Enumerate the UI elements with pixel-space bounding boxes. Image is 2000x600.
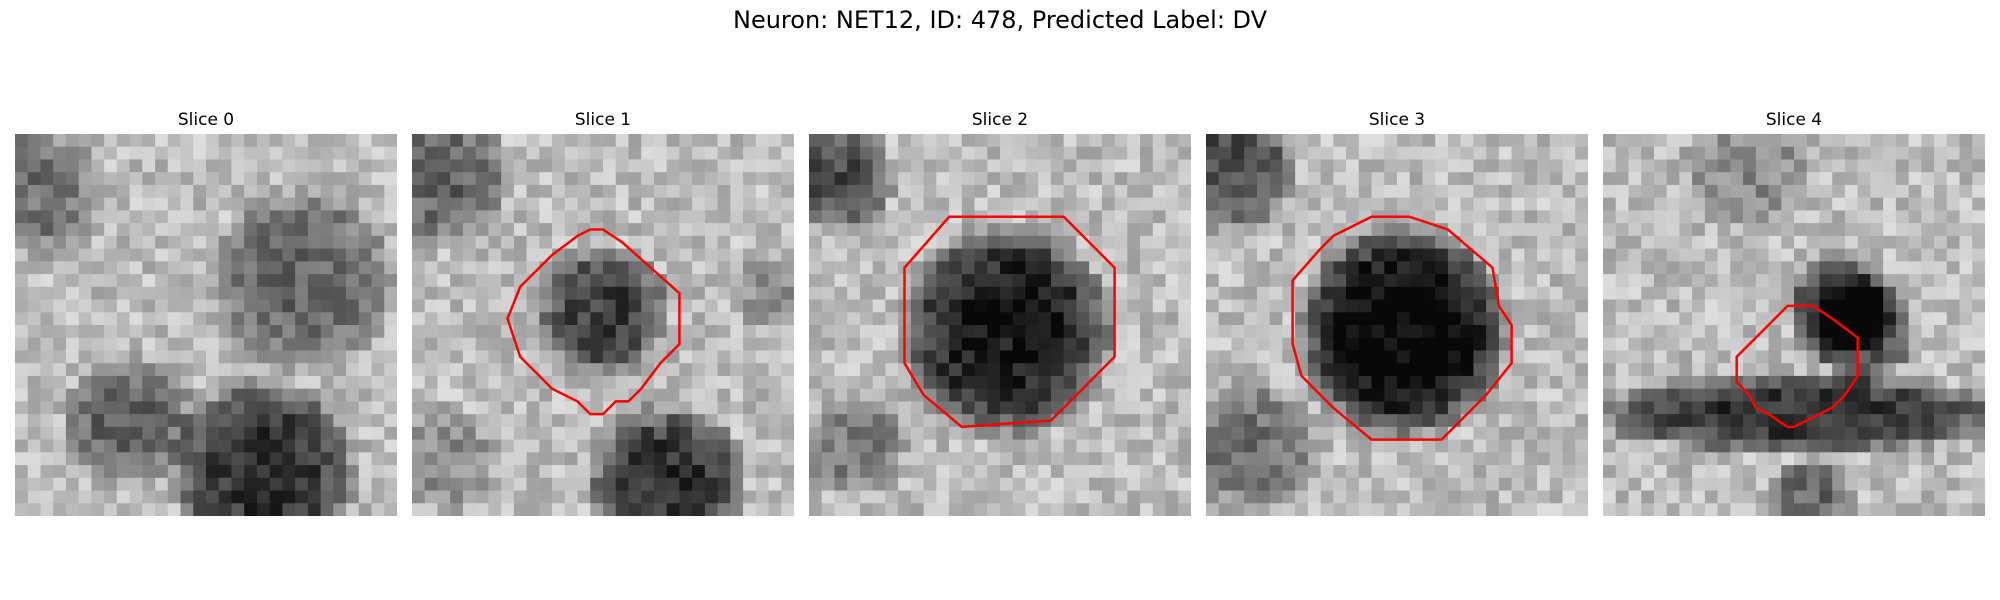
slice-title: Slice 4: [1765, 110, 1823, 130]
roi-contour: [1291, 215, 1513, 441]
roi-contour: [903, 215, 1116, 429]
slice-panel-4: Slice 4: [1603, 110, 1985, 516]
slice-image: [1206, 134, 1588, 516]
slice-panel-1: Slice 1: [412, 110, 794, 516]
slice-image: [1603, 134, 1985, 516]
slice-image: [15, 134, 397, 516]
slice-title: Slice 1: [574, 110, 632, 130]
slice-title: Slice 0: [177, 110, 235, 130]
slice-panel-2: Slice 2: [809, 110, 1191, 516]
slice-panel-3: Slice 3: [1206, 110, 1588, 516]
figure-title: Neuron: NET12, ID: 478, Predicted Label:…: [732, 6, 1268, 34]
slice-image: [412, 134, 794, 516]
slice-image: [809, 134, 1191, 516]
slice-title: Slice 2: [971, 110, 1029, 130]
roi-contour: [1735, 304, 1859, 429]
slice-panel-0: Slice 0: [15, 110, 397, 516]
roi-contour: [506, 228, 681, 416]
slice-title: Slice 3: [1368, 110, 1426, 130]
